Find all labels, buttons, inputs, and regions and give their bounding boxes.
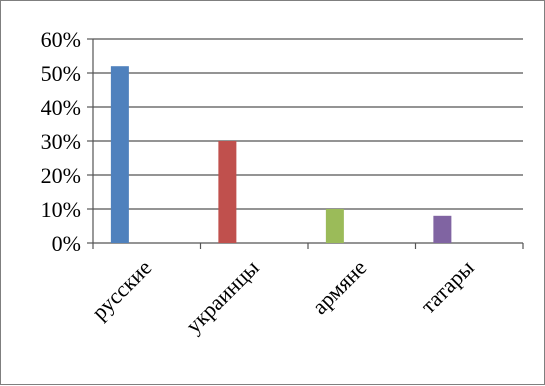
bar — [110, 66, 129, 243]
y-tick-label: 20% — [41, 163, 81, 188]
x-category-label: русские — [87, 255, 157, 325]
x-category-label: украинцы — [181, 255, 264, 338]
x-category-label: армяне — [307, 255, 371, 319]
y-tick-label: 0% — [52, 231, 81, 256]
axes — [87, 38, 524, 249]
x-category-label: татары — [415, 255, 478, 318]
bar — [325, 209, 344, 243]
y-tick-label: 30% — [41, 129, 81, 154]
x-category-labels: русские украинцы армяне татары — [87, 255, 479, 338]
bar — [218, 141, 237, 243]
y-tick-label: 60% — [41, 27, 81, 52]
bars — [110, 66, 452, 243]
y-tick-label: 40% — [41, 95, 81, 120]
bar — [433, 215, 452, 243]
y-tick-label: 50% — [41, 61, 81, 86]
y-tick-label: 10% — [41, 197, 81, 222]
y-tick-labels: 0% 10% 20% 30% 40% 50% 60% — [41, 27, 81, 256]
gridlines — [93, 38, 523, 210]
